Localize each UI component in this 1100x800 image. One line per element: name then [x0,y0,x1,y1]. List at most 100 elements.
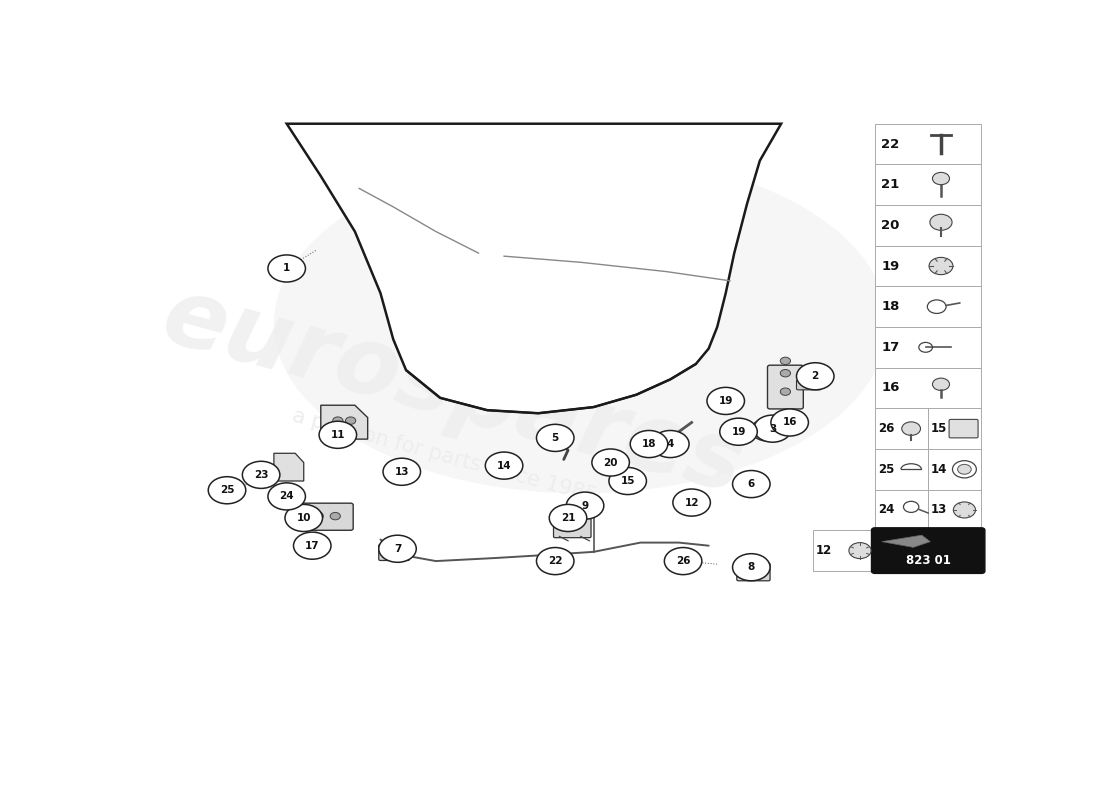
Text: 6: 6 [748,479,755,489]
Circle shape [242,462,279,488]
Bar [874,124,981,164]
Circle shape [651,430,689,458]
Circle shape [780,357,791,365]
Circle shape [849,542,871,558]
Text: a passion for parts since 1985: a passion for parts since 1985 [289,406,600,506]
Circle shape [549,505,586,531]
Text: 26: 26 [878,422,894,435]
Polygon shape [882,535,931,547]
FancyBboxPatch shape [553,518,591,538]
Bar [874,408,981,530]
Text: 19: 19 [881,259,900,273]
Circle shape [733,470,770,498]
Circle shape [958,464,971,474]
Circle shape [751,418,782,441]
Circle shape [780,370,791,377]
Circle shape [733,554,770,581]
Circle shape [933,378,949,390]
Circle shape [673,489,711,516]
Circle shape [796,362,834,390]
Circle shape [742,566,760,578]
FancyBboxPatch shape [768,365,803,409]
Text: 22: 22 [881,138,900,150]
Text: 24: 24 [279,491,294,502]
Text: 25: 25 [878,462,894,476]
Circle shape [537,424,574,451]
Circle shape [609,467,647,494]
Text: 18: 18 [641,439,657,449]
Text: 8: 8 [748,562,755,572]
Bar [874,327,981,368]
FancyBboxPatch shape [949,419,978,438]
FancyBboxPatch shape [737,563,770,581]
Circle shape [746,477,757,486]
Circle shape [485,452,522,479]
Text: 19: 19 [718,396,733,406]
Text: 18: 18 [881,300,900,313]
Text: 12: 12 [684,498,699,507]
Polygon shape [287,124,781,414]
Text: 23: 23 [254,470,268,480]
Text: 4: 4 [667,439,674,449]
Circle shape [285,505,322,531]
Circle shape [268,483,306,510]
Circle shape [345,417,355,424]
Ellipse shape [274,154,888,494]
Text: 12: 12 [815,544,832,557]
Circle shape [954,502,976,518]
Circle shape [310,511,323,521]
Text: 19: 19 [732,426,746,437]
Text: 21: 21 [561,513,575,523]
Circle shape [760,425,773,435]
Circle shape [930,214,953,230]
Text: 22: 22 [548,556,562,566]
Text: 14: 14 [931,462,947,476]
Circle shape [902,422,921,435]
Circle shape [294,532,331,559]
Circle shape [378,535,416,562]
Circle shape [780,388,791,395]
Circle shape [664,547,702,574]
Text: 24: 24 [878,503,894,517]
Bar [874,286,981,327]
FancyBboxPatch shape [297,503,353,530]
Text: 17: 17 [881,341,900,354]
Text: 16: 16 [881,382,900,394]
Circle shape [754,415,791,442]
Bar [874,246,981,286]
Circle shape [537,547,574,574]
FancyBboxPatch shape [871,528,984,574]
Text: 14: 14 [497,461,512,470]
Text: 21: 21 [881,178,900,191]
Circle shape [592,449,629,476]
Circle shape [383,458,420,486]
Circle shape [330,513,340,520]
Text: 2: 2 [812,371,818,382]
Text: 13: 13 [395,466,409,477]
Circle shape [630,430,668,458]
Polygon shape [321,406,367,439]
Text: 1: 1 [283,263,290,274]
Text: 11: 11 [331,430,345,440]
Text: 7: 7 [394,544,402,554]
Text: 10: 10 [297,513,311,523]
Bar [874,368,981,408]
Text: 15: 15 [931,422,947,435]
Text: eurospares: eurospares [153,270,754,514]
Text: 20: 20 [604,458,618,467]
Text: 20: 20 [881,219,900,232]
Polygon shape [274,454,304,481]
Bar [874,205,981,246]
Text: 25: 25 [220,486,234,495]
Circle shape [332,417,343,424]
Circle shape [719,418,757,446]
Circle shape [930,258,953,274]
Text: 17: 17 [305,541,320,550]
Text: 15: 15 [620,476,635,486]
Text: 9: 9 [582,501,588,510]
Bar [813,530,879,571]
Text: 3: 3 [769,424,777,434]
Circle shape [771,409,808,436]
Text: 823 01: 823 01 [905,554,950,567]
Text: 5: 5 [551,433,559,443]
